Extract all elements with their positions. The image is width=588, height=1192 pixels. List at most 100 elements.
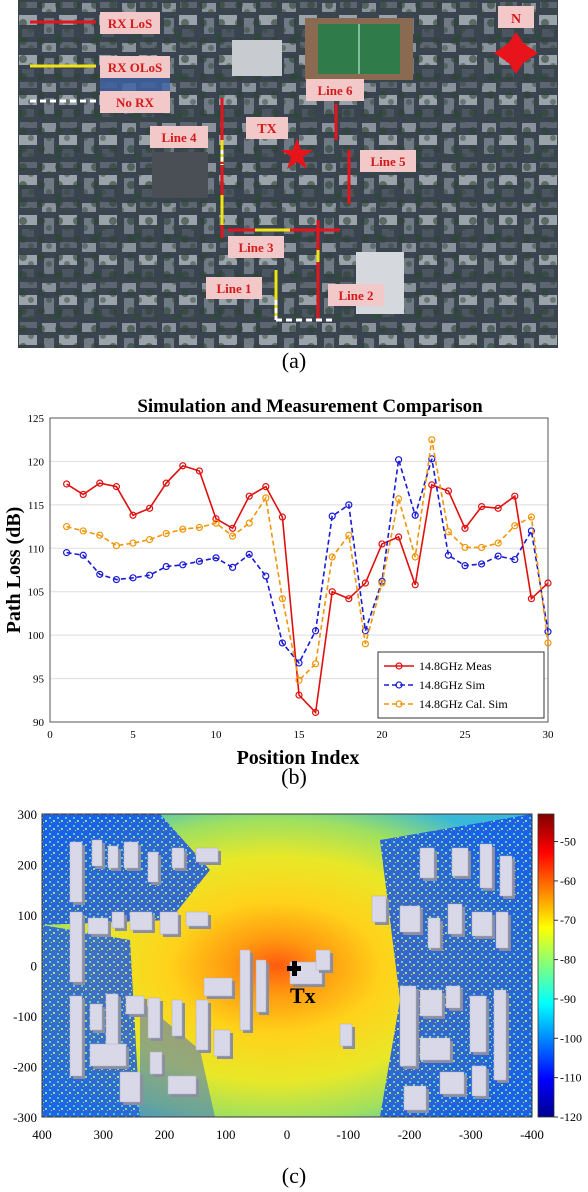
legend-marker (395, 681, 403, 689)
building-blocks (69, 839, 515, 1113)
data-point (544, 628, 552, 636)
panel-b: Simulation and Measurement Comparison 90… (0, 384, 588, 779)
data-point (478, 560, 486, 568)
series-group (62, 436, 552, 717)
data-point (195, 523, 203, 532)
x-tick-label: 300 (94, 1127, 114, 1142)
map-legend: RX LoS RX OLoS No RX (30, 12, 170, 113)
data-point (478, 543, 486, 552)
data-point (96, 531, 104, 539)
colorbar-tick-label: -120 (560, 1110, 582, 1124)
data-point (79, 527, 87, 535)
building-block (495, 911, 509, 949)
y-tick-label: 115 (28, 500, 45, 512)
line-3-label: Line 3 (238, 240, 274, 255)
caption-a: (a) (281, 348, 307, 373)
colorbar-tick-label: -110 (560, 1071, 582, 1085)
data-point (444, 551, 452, 559)
data-point (511, 522, 519, 530)
y-tick-label: -200 (13, 1060, 37, 1075)
data-point (162, 479, 170, 487)
data-point (96, 570, 104, 578)
data-point (129, 539, 137, 547)
building-block (371, 895, 387, 923)
colorbar-ticks: -50 -60 -70 -80 -90 -100 -110 -120 (554, 835, 582, 1124)
series-3 (62, 436, 552, 684)
building-block (149, 1051, 163, 1075)
x-tick-label: 100 (216, 1127, 236, 1142)
data-point (461, 524, 469, 532)
data-point (278, 595, 286, 603)
y-tick-label: 0 (31, 959, 38, 974)
data-point (212, 519, 220, 527)
y-axis-label: Path Loss (dB) (3, 507, 25, 634)
heatmap-frame (41, 813, 533, 1118)
data-point (395, 495, 403, 503)
y-tick-label: 200 (18, 858, 38, 873)
building-block (89, 1043, 127, 1067)
compass-arrows-icon (494, 32, 538, 74)
data-point (212, 515, 220, 523)
building-block (403, 1085, 427, 1111)
building-block (399, 905, 421, 933)
data-point (278, 639, 286, 647)
building-block (399, 985, 417, 1067)
heatmap-axis-ticks: 400 300 200 100 0 -100 -200 -300 -400 300 200 100 0 -… (13, 807, 544, 1142)
building-block (147, 851, 159, 883)
tx-label: TX (257, 122, 276, 137)
colorbar (537, 813, 555, 1118)
building-block (87, 917, 109, 935)
panel-c: Tx 400 300 200 100 0 -100 -200 -300 -400 300 200 10… (0, 800, 588, 1170)
y-tick-label: 100 (18, 908, 38, 923)
x-tick-label: 25 (460, 729, 472, 741)
data-point (262, 494, 270, 502)
data-point (527, 527, 536, 535)
data-point (146, 504, 154, 512)
data-point (112, 575, 121, 584)
football-field (305, 18, 413, 80)
data-point (345, 501, 353, 509)
data-point (395, 533, 403, 541)
line-labels: Line 1 Line 2 Line 3 Line 4 Line 5 Line … (150, 79, 416, 306)
data-point (229, 524, 237, 532)
panel-a: RX LoS RX OLoS No RX N (0, 0, 588, 355)
data-point (146, 536, 154, 544)
series-2 (62, 455, 552, 667)
building-block (69, 911, 83, 983)
data-point (428, 436, 436, 444)
data-point (245, 519, 253, 527)
legend-entry: 14.8GHz Sim (419, 678, 486, 692)
y-tick-label: 110 (28, 543, 45, 555)
building-block (159, 911, 179, 935)
x-tick-label: 200 (155, 1127, 175, 1142)
building-block (195, 847, 219, 863)
data-point (494, 552, 502, 560)
data-point (262, 483, 270, 491)
legend-entry: 14.8GHz Meas (419, 659, 492, 673)
building-block (445, 985, 461, 1009)
data-point (129, 574, 137, 582)
series-1 (62, 462, 552, 717)
data-point (494, 504, 502, 512)
line-6-label: Line 6 (317, 83, 353, 98)
building-block (315, 949, 331, 971)
data-point (195, 467, 203, 475)
legend-los-label: RX LoS (108, 16, 152, 31)
data-point (378, 579, 386, 587)
building-block (419, 847, 435, 879)
legend-norx-label: No RX (116, 95, 155, 110)
building-block (107, 845, 119, 869)
building-block (469, 995, 487, 1053)
x-tick-label: -300 (459, 1127, 483, 1142)
legend-marker (395, 662, 403, 670)
y-tick-label: -300 (13, 1110, 37, 1125)
building-block (171, 999, 183, 1037)
colorbar-tick-label: -50 (560, 835, 576, 849)
path-loss-chart: Simulation and Measurement Comparison 90… (3, 396, 554, 769)
building-block (499, 855, 513, 897)
data-point (361, 640, 369, 648)
data-point (411, 581, 419, 589)
building-block (471, 1065, 487, 1097)
y-tick-label: 105 (28, 587, 45, 599)
plot-frame (49, 417, 549, 723)
